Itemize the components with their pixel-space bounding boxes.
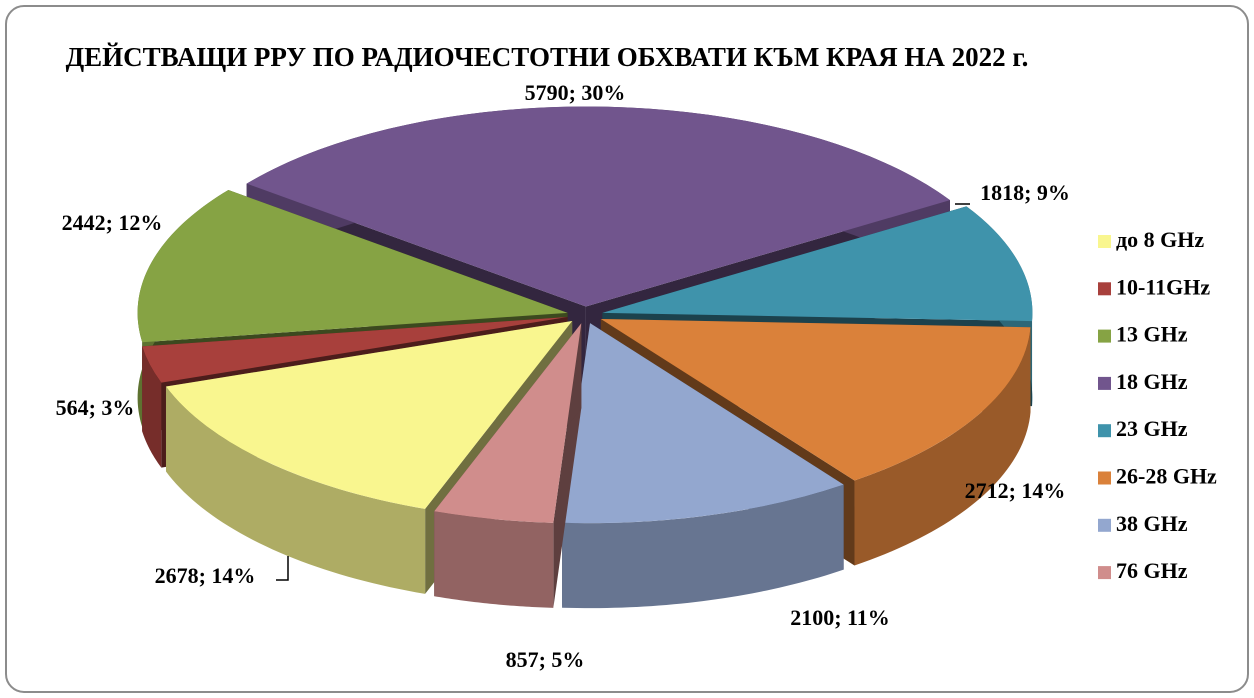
data-label: 2442; 12% (62, 210, 163, 235)
legend-swatch (1098, 282, 1111, 296)
legend: до 8 GHz 10-11GHz 13 GHz 18 GHz 23 GHz 26-28 … (1098, 227, 1217, 583)
data-label: 564; 3% (56, 395, 135, 420)
pie-slice (434, 323, 582, 523)
slice-side (854, 327, 1031, 566)
legend-label: 10-11GHz (1116, 274, 1210, 299)
legend-label: 38 GHz (1116, 511, 1188, 536)
legend-swatch (1098, 471, 1111, 485)
data-label: 1818; 9% (980, 180, 1070, 205)
legend-label: 23 GHz (1116, 416, 1188, 441)
pie-slice (600, 318, 1031, 481)
legend-label: до 8 GHz (1116, 227, 1204, 252)
data-label: 857; 5% (506, 647, 585, 672)
legend-label: 26-28 GHz (1116, 464, 1217, 489)
legend-swatch (1098, 566, 1111, 580)
data-label: 2100; 11% (790, 605, 890, 630)
pie (137, 106, 1033, 609)
legend-swatch (1098, 235, 1111, 248)
pie-slice (142, 317, 568, 383)
slice-side (165, 386, 426, 594)
pie-slice (246, 106, 950, 307)
slice-side (142, 346, 162, 468)
data-label: 2712; 14% (965, 478, 1066, 503)
slice-side (562, 484, 844, 609)
slice-side (434, 511, 554, 608)
data-label: 2678; 14% (155, 563, 256, 588)
legend-label: 76 GHz (1116, 558, 1188, 583)
pie-slice (602, 206, 1033, 322)
legend-swatch (1098, 376, 1111, 390)
legend-swatch (1098, 518, 1111, 532)
leader-line (276, 556, 289, 581)
chart-title: ДЕЙСТВАЩИ РРУ ПО РАДИОЧЕСТОТНИ ОБХВАТИ К… (66, 42, 1029, 72)
pie-slice (562, 323, 844, 524)
data-label: 5790; 30% (525, 80, 626, 105)
pie-slice (137, 189, 568, 343)
data-labels: 2678; 14% 564; 3% 2442; 12% 5790; 30% 1818; … (56, 80, 1070, 672)
legend-label: 18 GHz (1116, 369, 1188, 394)
legend-swatch (1098, 424, 1111, 438)
legend-swatch (1098, 329, 1111, 343)
pie-slice (165, 320, 573, 509)
legend-label: 13 GHz (1116, 322, 1188, 347)
